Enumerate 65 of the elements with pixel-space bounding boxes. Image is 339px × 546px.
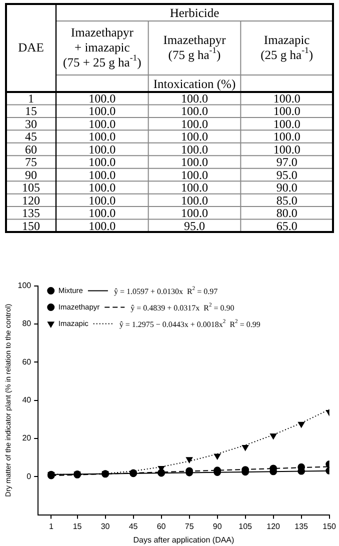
data-label: 100.0 — [273, 142, 300, 156]
data-label: 100.0 — [88, 206, 116, 220]
x-tick-label: 30 — [100, 522, 110, 531]
y-tick-label: 40 — [22, 396, 32, 405]
data-label: 100.0 — [88, 92, 116, 106]
data-label: 100.0 — [88, 193, 116, 208]
y-tick-label: 1 — [28, 92, 34, 106]
data-label: 100.0 — [88, 116, 116, 131]
y-tick-label: 20 — [22, 434, 32, 443]
x-tick-label: 75 — [184, 522, 194, 531]
y-tick-label: 0 — [26, 472, 32, 481]
data-label: 80.0 — [276, 206, 298, 220]
x-tick-label: 1 — [48, 522, 54, 531]
data-label: 100.0 — [88, 218, 116, 233]
x-tick-label: 60 — [156, 522, 166, 531]
y-tick-label: 15 — [25, 104, 37, 118]
x-axis-title: Days after application (DAA) — [133, 535, 235, 544]
chart-title: Herbicide — [170, 6, 220, 20]
data-label: 100.0 — [181, 104, 208, 118]
data-label: 100.0 — [88, 168, 116, 182]
y-tick-label: 45 — [25, 130, 37, 144]
y-tick-label: 60 — [25, 142, 37, 156]
x-tick-label: 45 — [128, 522, 138, 531]
data-label: 100.0 — [181, 180, 208, 195]
data-label: 100.0 — [88, 180, 116, 195]
data-label: 95.0 — [184, 218, 205, 233]
y-axis-title: DAE — [18, 40, 44, 54]
data-label: 100.0 — [273, 116, 300, 131]
y-tick-label: 80 — [22, 319, 32, 328]
y-tick-label: 30 — [25, 116, 37, 131]
x-tick-label: 15 — [72, 522, 82, 531]
y-tick-label: 135 — [22, 206, 40, 220]
data-label: 100.0 — [181, 142, 208, 156]
data-label: 65.0 — [276, 218, 298, 233]
y-tick-label: 150 — [22, 218, 40, 233]
data-label: 95.0 — [276, 168, 298, 182]
x-tick-label: 135 — [294, 522, 309, 531]
y-tick-label: 120 — [22, 193, 40, 208]
data-label: 100.0 — [181, 155, 208, 170]
x-axis-title: Intoxication (%) — [153, 76, 236, 91]
data-label: 100.0 — [88, 104, 116, 118]
data-label: 100.0 — [273, 92, 300, 106]
data-label: 100.0 — [181, 168, 208, 182]
x-tick-label: 150 — [322, 522, 337, 531]
data-label: 100.0 — [273, 130, 300, 144]
data-label: 100.0 — [88, 130, 116, 144]
x-tick-label: 105 — [238, 522, 253, 531]
data-label: 90.0 — [276, 180, 298, 195]
data-label: 100.0 — [181, 193, 208, 208]
data-label: 100.0 — [181, 206, 208, 220]
data-label: 97.0 — [276, 155, 298, 170]
data-label: 100.0 — [88, 142, 116, 156]
y-tick-label: 75 — [25, 155, 37, 170]
data-label: 100.0 — [273, 104, 300, 118]
data-label: 100.0 — [88, 155, 116, 170]
y-tick-label: 60 — [22, 357, 32, 366]
x-tick-label: 90 — [212, 522, 222, 531]
y-tick-label: 90 — [25, 168, 37, 182]
y-tick-label: 105 — [22, 180, 40, 195]
data-label: 100.0 — [181, 116, 208, 131]
data-label: 85.0 — [276, 193, 298, 208]
y-tick-label: 100 — [18, 281, 32, 290]
data-label: 100.0 — [181, 130, 208, 144]
data-label: 100.0 — [181, 92, 208, 106]
x-tick-label: 120 — [266, 522, 281, 531]
